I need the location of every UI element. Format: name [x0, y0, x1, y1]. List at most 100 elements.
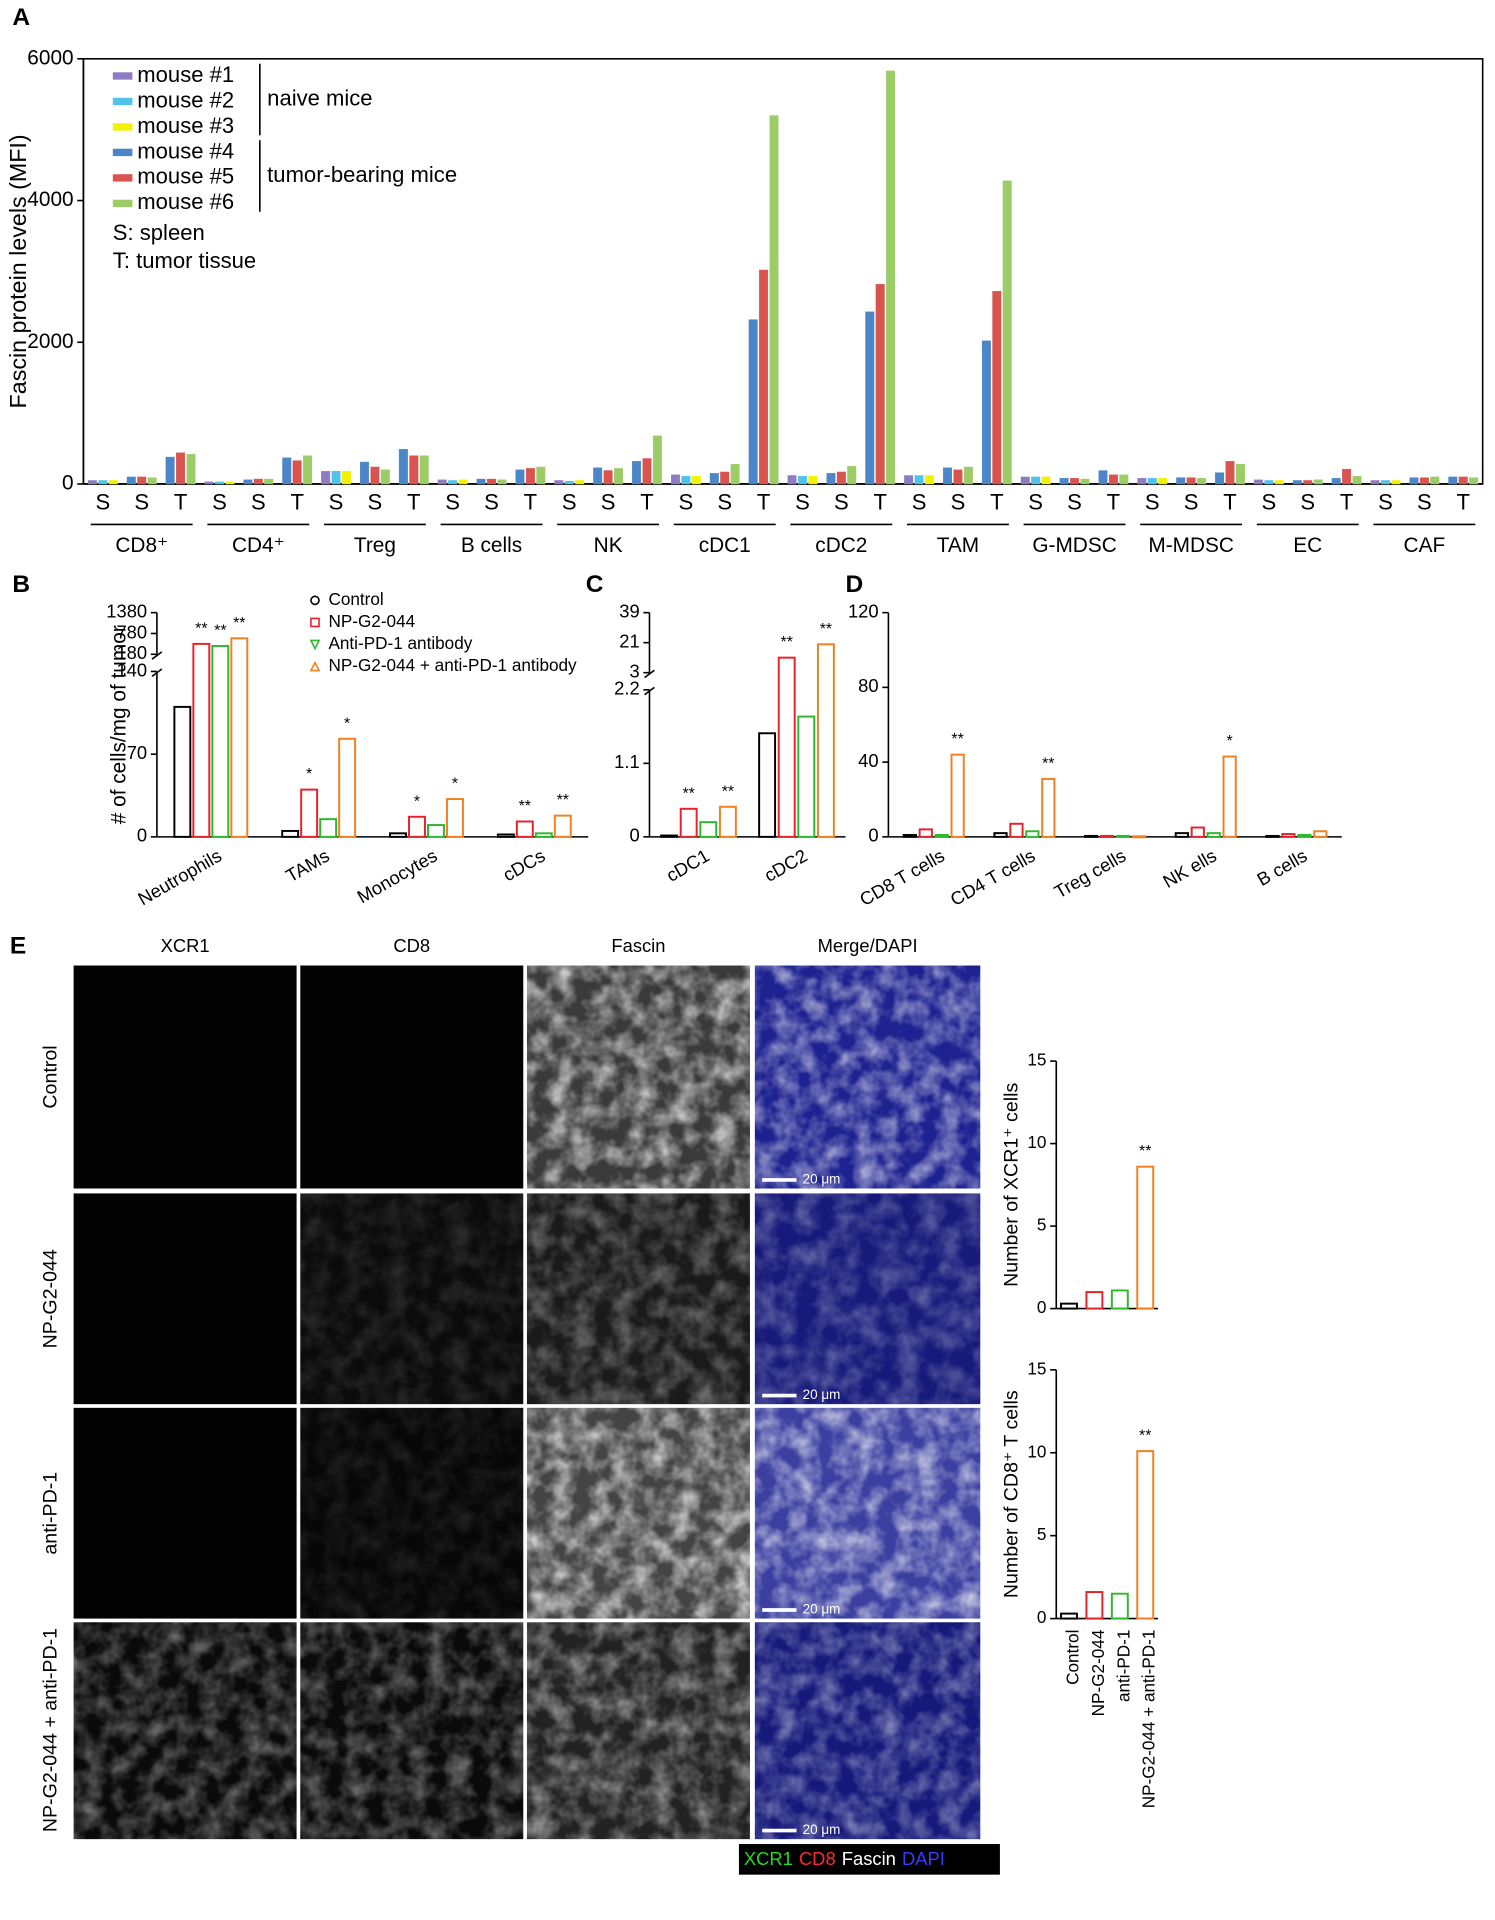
group-label: CAF	[1404, 534, 1446, 557]
x-tick-label: S	[95, 489, 110, 514]
bar	[165, 456, 175, 485]
group-label: CD8⁺	[115, 534, 168, 557]
panel-label: C	[586, 571, 604, 598]
x-tick-label: S	[1145, 489, 1160, 514]
scale-bar-label: 20 μm	[803, 1602, 841, 1617]
panel-label: B	[12, 571, 30, 598]
significance-label: **	[233, 615, 245, 632]
legend-marker	[309, 639, 321, 651]
y-tick-label: 70	[127, 742, 147, 763]
legend-label: mouse #3	[137, 113, 234, 138]
bar	[515, 469, 525, 485]
bar	[632, 461, 642, 485]
legend-label: NP-G2-044	[328, 611, 415, 631]
bar	[1110, 1289, 1129, 1310]
significance-label: **	[951, 731, 963, 748]
significance-label: **	[682, 785, 694, 802]
bar	[759, 269, 769, 485]
bar	[409, 455, 419, 485]
x-tick-label: cDC1	[662, 845, 712, 886]
legend-group-label: naive mice	[267, 85, 372, 110]
y-tick-label: 0	[1037, 1297, 1047, 1317]
image-texture	[300, 1193, 524, 1405]
x-tick-label: S	[717, 489, 732, 514]
significance-label: **	[195, 620, 207, 637]
bar	[1041, 476, 1051, 485]
significance-label: *	[306, 766, 312, 783]
bar	[1419, 477, 1429, 485]
bar	[1430, 476, 1440, 485]
x-tick-label: S	[1028, 489, 1043, 514]
bar	[497, 479, 507, 485]
bar	[186, 454, 196, 485]
column-label: CD8	[393, 935, 430, 956]
bar	[1370, 480, 1380, 485]
channel-legend-box	[738, 1844, 1000, 1875]
bar	[525, 468, 535, 485]
axis-break	[151, 651, 163, 660]
row-label: Control	[40, 1045, 62, 1108]
y-axis-label: Number of CD8⁺ T cells	[1000, 1390, 1022, 1598]
bar	[993, 832, 1008, 838]
axis-break	[644, 686, 655, 696]
axis-break	[644, 669, 655, 679]
x-tick-label: T	[1107, 489, 1120, 514]
x-tick-label: TAMs	[282, 845, 333, 886]
y-tick-label: 15	[1027, 1050, 1046, 1070]
bar	[1085, 1591, 1104, 1620]
bar	[847, 466, 857, 485]
significance-label: **	[1139, 1428, 1151, 1445]
bar	[1131, 835, 1147, 839]
bar	[253, 478, 263, 485]
bar	[437, 479, 447, 485]
annotation: T: tumor tissue	[113, 248, 256, 273]
significance-label: *	[414, 793, 420, 810]
y-tick-label: 1.1	[614, 751, 640, 772]
bar	[681, 476, 691, 485]
bar	[660, 834, 679, 838]
x-tick-label: S	[1300, 489, 1315, 514]
bar	[865, 311, 875, 485]
x-tick-label: T	[873, 489, 886, 514]
bar	[1313, 479, 1323, 485]
legend-group-label: tumor-bearing mice	[267, 162, 457, 187]
row-label: NP-G2-044	[40, 1249, 62, 1348]
bar	[281, 829, 300, 838]
x-tick-label: T	[1456, 489, 1469, 514]
y-tick-label: 15	[1027, 1358, 1046, 1378]
bar	[1136, 1450, 1155, 1620]
x-tick-label: T	[757, 489, 770, 514]
bar	[1469, 477, 1479, 485]
bar	[642, 458, 652, 485]
image-texture	[526, 965, 750, 1189]
y-tick-label: 39	[619, 600, 639, 621]
x-tick-label: S	[1067, 489, 1082, 514]
channel-label: DAPI	[902, 1848, 945, 1869]
x-tick-label: anti-PD-1	[1113, 1630, 1133, 1702]
bar	[1002, 180, 1012, 485]
image-texture	[300, 1407, 524, 1619]
bar	[1100, 834, 1115, 838]
bar	[1186, 477, 1196, 485]
legend-marker	[309, 660, 321, 672]
y-tick-label: 3	[629, 661, 639, 682]
image	[73, 1407, 297, 1619]
x-tick-label: NP-G2-044 + anti-PD-1	[1139, 1630, 1159, 1809]
image	[300, 965, 524, 1189]
bar	[1060, 1612, 1078, 1620]
x-tick-label: S	[1262, 489, 1277, 514]
bar	[1265, 834, 1280, 838]
bar	[758, 732, 777, 838]
bar	[652, 435, 662, 485]
bar	[319, 818, 338, 838]
bar	[886, 70, 896, 485]
bar	[1264, 480, 1274, 485]
x-tick-label: S	[1184, 489, 1199, 514]
bar	[419, 455, 429, 485]
bar	[126, 476, 136, 485]
y-tick-label: 40	[858, 750, 878, 771]
image-texture	[526, 1193, 750, 1405]
significance-label: **	[1139, 1143, 1151, 1160]
bar	[1080, 478, 1090, 485]
